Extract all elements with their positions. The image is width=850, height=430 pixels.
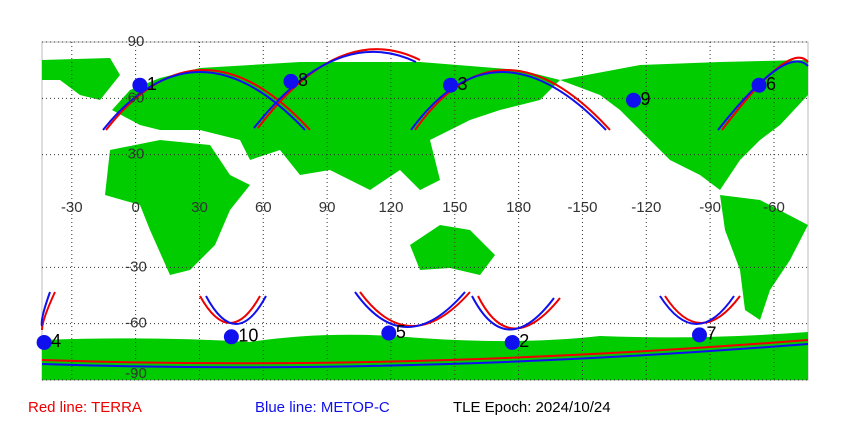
- lat-label: 30: [128, 146, 145, 163]
- lat-label: -30: [125, 258, 147, 275]
- satellite-point: [36, 334, 52, 350]
- africa: [105, 140, 250, 275]
- south-america: [720, 195, 808, 320]
- point-label: 1: [147, 74, 157, 94]
- axis-labels: -30 0 30 60 90 120 150 180 -150 -120 -90 -60 90 60 30 -…: [61, 33, 785, 382]
- lon-label: 60: [255, 199, 272, 216]
- point-label: 2: [519, 331, 529, 351]
- lon-label: -60: [763, 199, 785, 216]
- australia: [410, 225, 495, 275]
- antarctica: [42, 332, 808, 380]
- greenland: [42, 58, 120, 100]
- point-label: 8: [298, 70, 308, 90]
- legend-metop: Blue line: METOP-C: [255, 399, 390, 416]
- lat-label: -60: [125, 315, 147, 332]
- lat-label: 90: [128, 33, 145, 50]
- lat-label: 60: [128, 89, 145, 106]
- satellite-point: [443, 77, 459, 93]
- lon-label: 180: [506, 199, 531, 216]
- metop-track: [40, 50, 809, 369]
- lon-label: -90: [699, 199, 721, 216]
- lon-label: 150: [442, 199, 467, 216]
- satellite-point: [381, 325, 397, 341]
- point-label: 6: [766, 74, 776, 94]
- lon-label: 90: [319, 199, 336, 216]
- lon-label: -120: [631, 199, 661, 216]
- satellite-point: [626, 92, 642, 108]
- lon-label: 30: [191, 199, 208, 216]
- point-label: 7: [706, 324, 716, 344]
- satellite-points: 1 2 3 4 5 6 7 8 9 10: [36, 70, 776, 351]
- satellite-point: [751, 77, 767, 93]
- lon-label: -30: [61, 199, 83, 216]
- point-label: 5: [396, 322, 406, 342]
- legend-terra: Red line: TERRA: [28, 399, 142, 416]
- satellite-point: [691, 327, 707, 343]
- legend-epoch: TLE Epoch: 2024/10/24: [453, 399, 611, 416]
- point-label: 4: [51, 331, 61, 351]
- lon-label: -150: [567, 199, 597, 216]
- lat-label: -90: [125, 365, 147, 382]
- orbit-tracks: [40, 48, 809, 369]
- satellite-point: [283, 73, 299, 89]
- grid: [42, 41, 808, 381]
- north-america: [560, 60, 808, 190]
- satellite-point: [223, 329, 239, 345]
- lon-label: 120: [378, 199, 403, 216]
- satellite-point: [504, 334, 520, 350]
- point-label: 10: [238, 326, 258, 346]
- point-label: 9: [641, 89, 651, 109]
- satellite-point: [132, 77, 148, 93]
- lon-label: 0: [131, 199, 139, 216]
- point-label: 3: [458, 74, 468, 94]
